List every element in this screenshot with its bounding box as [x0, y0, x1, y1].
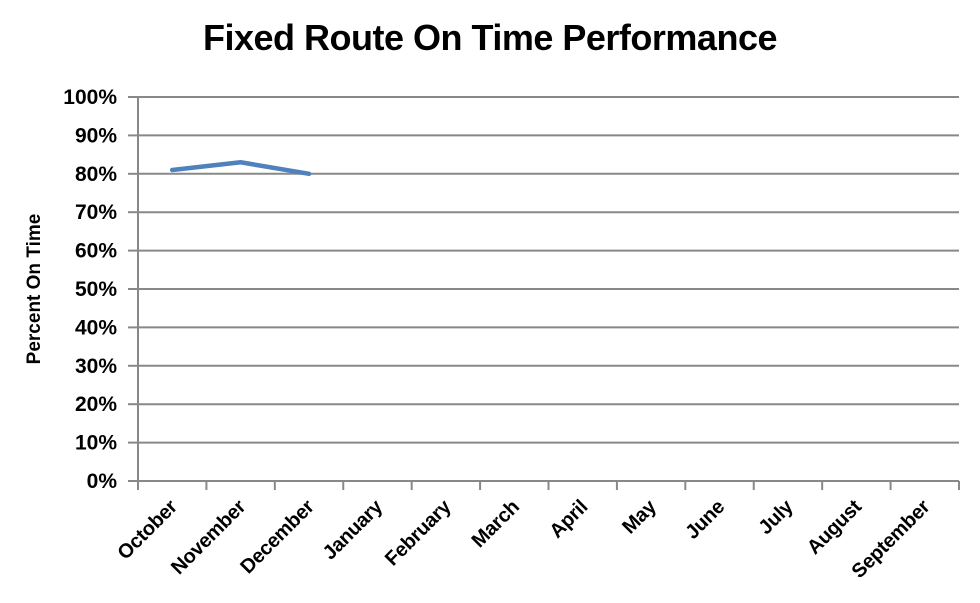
y-tick-label: 70%: [75, 201, 117, 224]
y-tick-label: 10%: [75, 432, 117, 455]
x-tick-label: November: [167, 496, 250, 579]
x-tick-label: July: [754, 495, 798, 539]
y-tick-label: 80%: [75, 163, 117, 186]
x-tick-label: March: [468, 496, 524, 552]
y-axis-title: Percent On Time: [24, 214, 45, 365]
y-tick-label: 0%: [87, 470, 118, 493]
y-tick-label: 20%: [75, 393, 117, 416]
y-tick-label: 50%: [75, 278, 117, 301]
y-tick-label: 30%: [75, 355, 117, 378]
y-tick-label: 60%: [75, 240, 117, 263]
x-tick-label: June: [681, 496, 729, 544]
x-tick-label: January: [319, 495, 388, 564]
chart-title: Fixed Route On Time Performance: [203, 17, 777, 58]
x-tick-label: April: [546, 496, 593, 543]
x-tick-label: May: [618, 495, 661, 538]
y-tick-label: 40%: [75, 316, 117, 339]
y-tick-label: 90%: [75, 124, 117, 147]
data-line: [169, 160, 312, 177]
x-tick-label: October: [113, 496, 182, 565]
x-tick-label: August: [803, 496, 866, 559]
x-tick-label: December: [236, 496, 319, 579]
y-tick-label: 100%: [63, 86, 117, 109]
x-tick-label: February: [381, 495, 456, 570]
